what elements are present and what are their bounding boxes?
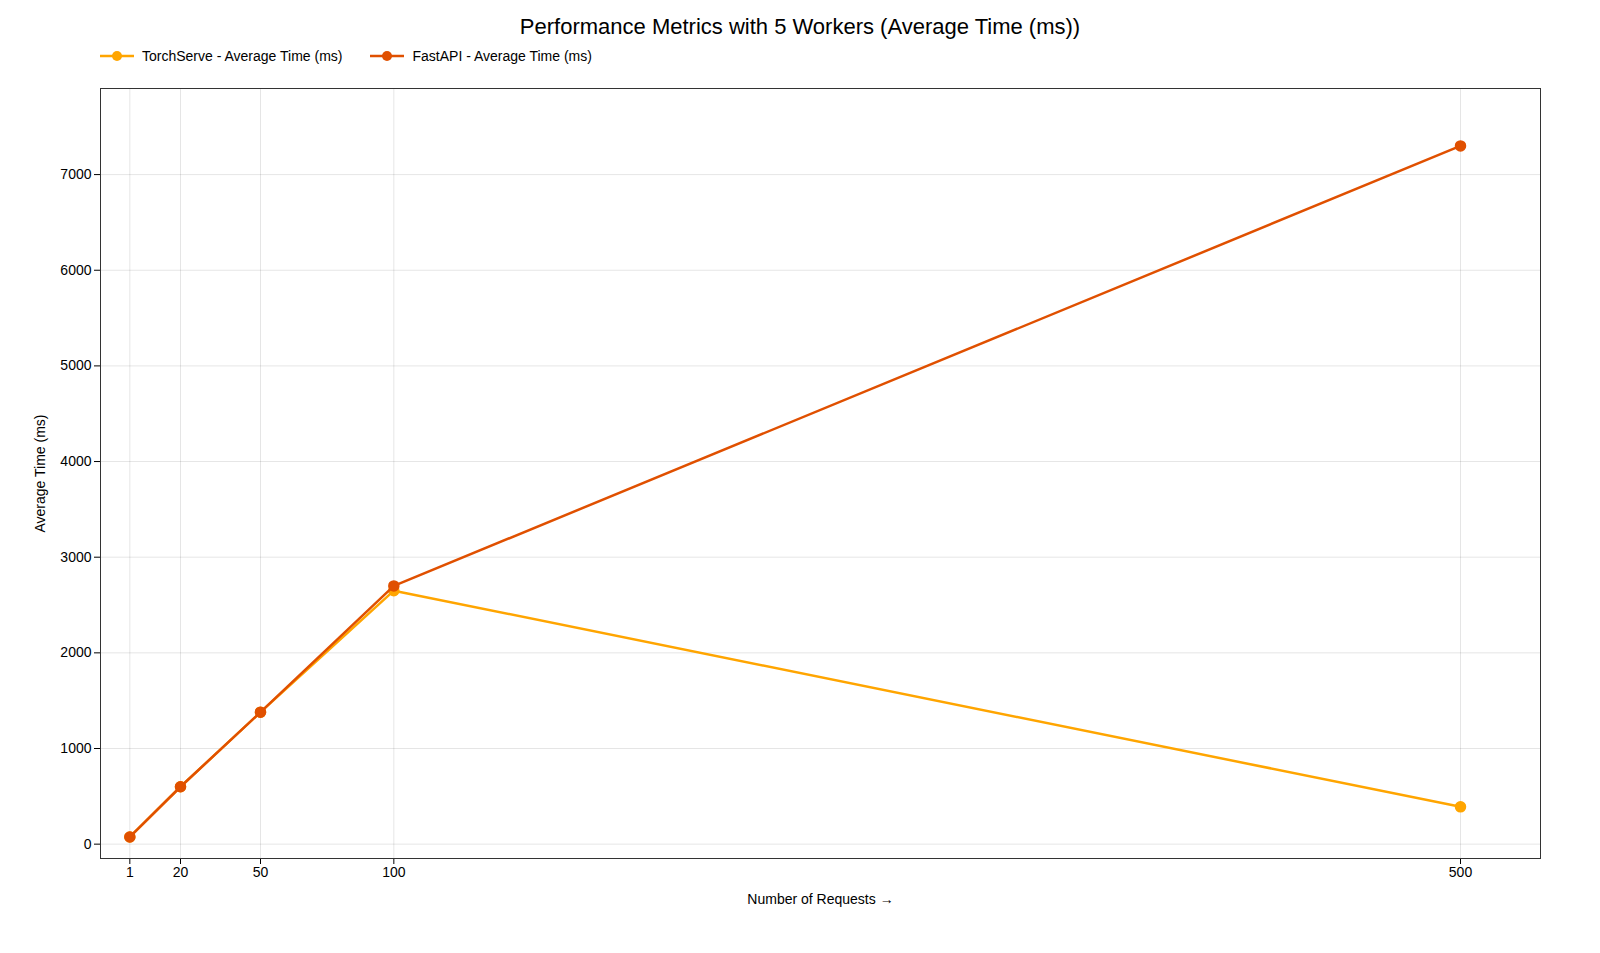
svg-text:Average Time (ms): Average Time (ms) [32, 415, 48, 533]
svg-text:500: 500 [1449, 864, 1473, 880]
svg-text:2000: 2000 [60, 644, 91, 660]
svg-text:1000: 1000 [60, 740, 91, 756]
svg-text:3000: 3000 [60, 549, 91, 565]
html-text:TorchServe - Average Time (ms): TorchServe - Average Time (ms) [142, 48, 343, 64]
html-text:FastAPI - Average Time (ms): FastAPI - Average Time (ms) [412, 48, 592, 64]
svg-text:7000: 7000 [60, 166, 91, 182]
svg-text:20: 20 [173, 864, 189, 880]
svg-text:5000: 5000 [60, 357, 91, 373]
svg-text:4000: 4000 [60, 453, 91, 469]
svg-text:50: 50 [253, 864, 269, 880]
svg-text:100: 100 [382, 864, 406, 880]
svg-text:0: 0 [84, 836, 92, 852]
svg-text:Number of Requests →: Number of Requests → [747, 891, 893, 907]
svg-text:6000: 6000 [60, 262, 91, 278]
html-text:Performance Metrics with 5 Wor: Performance Metrics with 5 Workers (Aver… [519, 14, 1081, 39]
svg-text:1: 1 [126, 864, 134, 880]
